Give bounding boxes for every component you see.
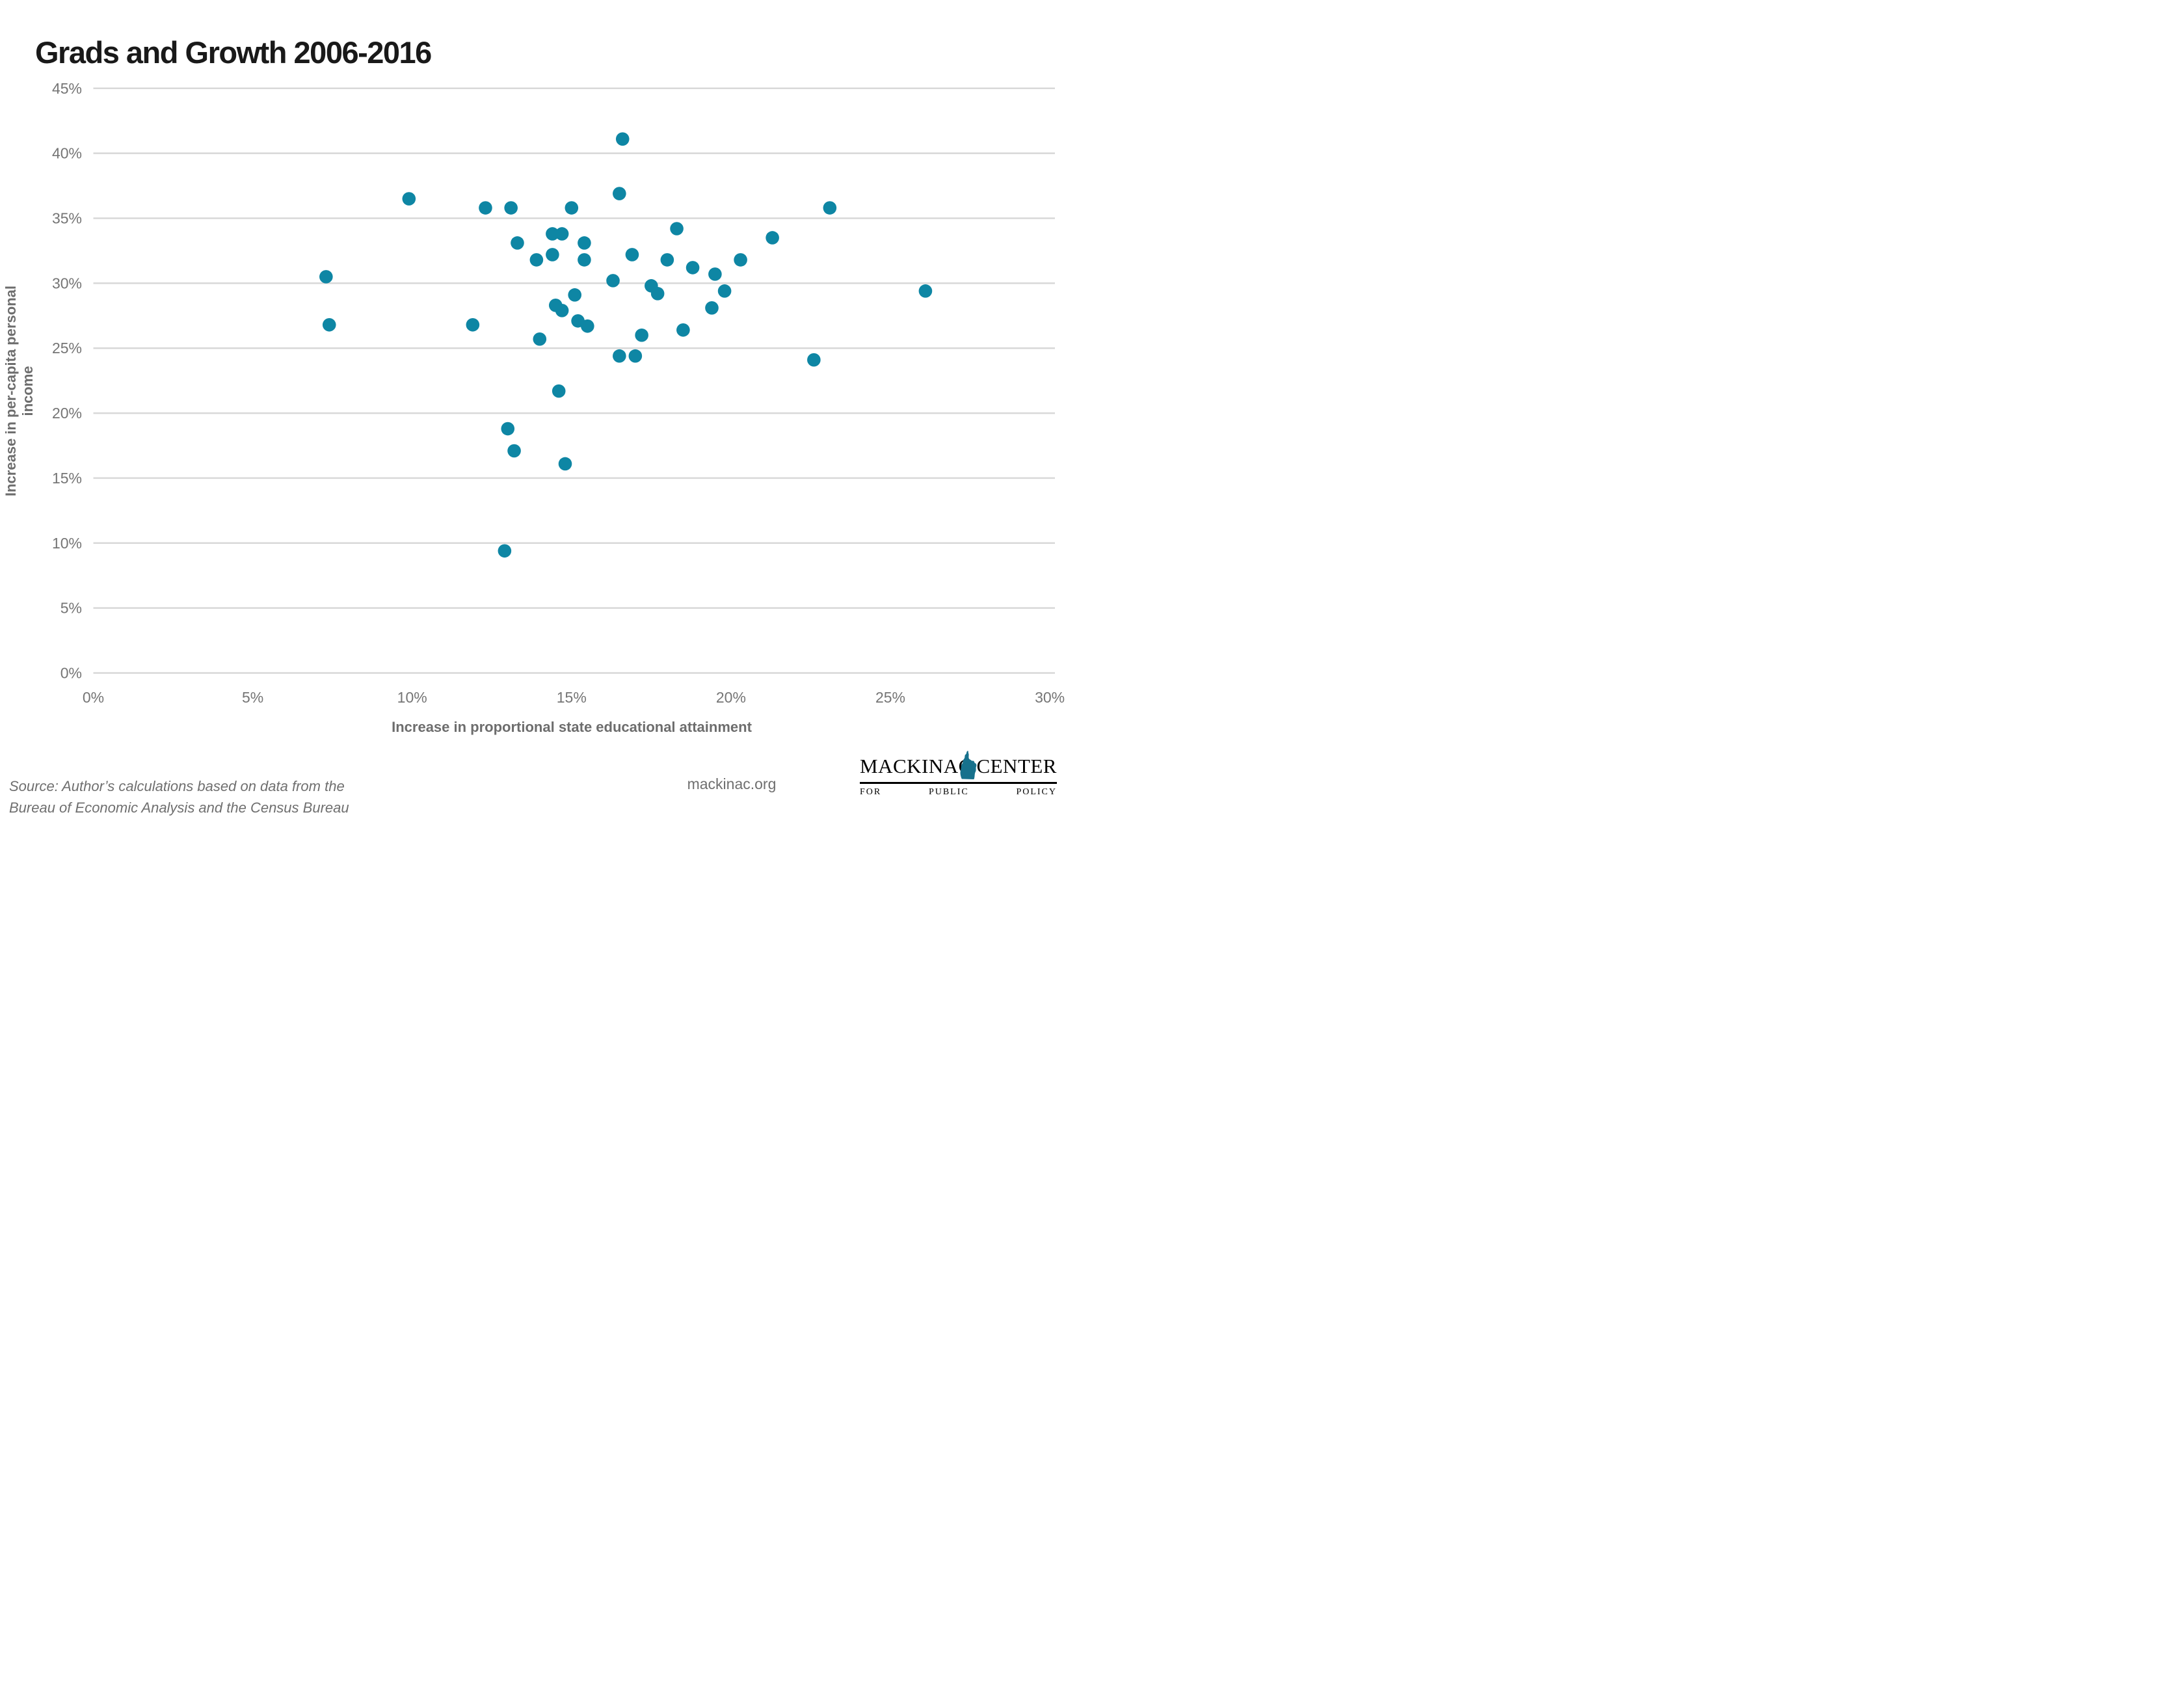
data-point bbox=[734, 253, 747, 267]
source-note: Source: Author’s calculations based on d… bbox=[9, 775, 349, 818]
y-axis-title: Increase in per-capita personal income bbox=[3, 285, 36, 497]
website-url: mackinac.org bbox=[687, 775, 777, 792]
data-point bbox=[533, 332, 547, 346]
data-point bbox=[402, 192, 416, 206]
data-point bbox=[546, 248, 559, 262]
data-point bbox=[606, 274, 620, 288]
data-point bbox=[650, 287, 665, 301]
data-point bbox=[628, 349, 643, 363]
x-tick-label: 15% bbox=[557, 689, 587, 706]
data-point bbox=[578, 236, 591, 250]
x-tick-label: 20% bbox=[716, 689, 746, 706]
data-point bbox=[546, 227, 559, 241]
y-tick-label: 10% bbox=[52, 535, 82, 552]
y-tick-label: 5% bbox=[60, 600, 82, 617]
y-tick-label: 15% bbox=[52, 470, 82, 487]
data-point bbox=[717, 284, 732, 298]
source-line-2: Bureau of Economic Analysis and the Cens… bbox=[9, 800, 349, 816]
y-tick-label: 20% bbox=[52, 405, 82, 422]
y-tick-label: 30% bbox=[52, 275, 82, 291]
data-point bbox=[686, 261, 700, 275]
data-point bbox=[615, 132, 630, 146]
data-point bbox=[625, 248, 639, 262]
data-point bbox=[613, 349, 626, 363]
x-tick-label: 0% bbox=[83, 689, 104, 706]
gridlines bbox=[93, 87, 1055, 674]
mackinac-center-logo: MACKINAC CENTER FOR PUBLIC POLICY bbox=[860, 751, 1057, 798]
data-point bbox=[581, 319, 594, 333]
data-point bbox=[322, 317, 336, 332]
data-point bbox=[558, 457, 572, 471]
data-point bbox=[568, 288, 582, 302]
data-point bbox=[319, 270, 333, 284]
data-point bbox=[635, 328, 648, 342]
data-point bbox=[555, 304, 569, 317]
x-tick-label: 30% bbox=[1035, 689, 1065, 706]
data-point bbox=[555, 227, 569, 241]
data-point bbox=[823, 201, 837, 215]
y-tick-label: 25% bbox=[52, 340, 82, 356]
data-point bbox=[578, 253, 591, 267]
data-point bbox=[660, 253, 674, 267]
x-tick-label: 25% bbox=[875, 689, 905, 706]
data-points bbox=[319, 132, 933, 558]
data-point bbox=[708, 267, 722, 281]
y-tick-label: 35% bbox=[52, 210, 82, 227]
logo-tagline-word: FOR bbox=[860, 787, 882, 797]
logo-divider bbox=[860, 782, 1057, 784]
data-point bbox=[918, 284, 933, 298]
logo-wordmark: MACKINAC CENTER bbox=[860, 755, 1057, 781]
data-point bbox=[529, 253, 544, 267]
data-point bbox=[466, 317, 480, 332]
y-tick-label: 45% bbox=[52, 80, 82, 97]
data-point bbox=[498, 544, 512, 558]
logo-tagline-word: POLICY bbox=[1016, 787, 1057, 797]
data-point bbox=[670, 222, 684, 235]
x-axis-title: Increase in proportional state education… bbox=[392, 719, 752, 735]
michigan-mitten-icon bbox=[960, 751, 977, 779]
logo-word-left: MACKINAC bbox=[860, 755, 972, 777]
page-title: Grads and Growth 2006-2016 bbox=[35, 35, 432, 70]
data-point bbox=[705, 301, 719, 315]
logo-tagline: FOR PUBLIC POLICY bbox=[860, 787, 1057, 798]
y-tick-label: 40% bbox=[52, 145, 82, 162]
x-tick-label: 10% bbox=[397, 689, 427, 706]
y-axis-labels: 0% 5% 10% 15% 20% 25% 30% 35% 40% 45% bbox=[52, 80, 82, 682]
data-point bbox=[504, 201, 518, 215]
data-point bbox=[552, 384, 566, 398]
data-point bbox=[501, 422, 515, 436]
x-tick-label: 5% bbox=[242, 689, 263, 706]
data-point bbox=[676, 323, 690, 337]
y-tick-label: 0% bbox=[60, 665, 82, 682]
logo-tagline-word: PUBLIC bbox=[928, 787, 969, 797]
data-point bbox=[565, 201, 579, 215]
scatter-chart: 0% 5% 10% 15% 20% 25% 30% 35% 40% 45% 0% 5% 10% 15% 2… bbox=[52, 80, 1065, 706]
data-point bbox=[479, 201, 492, 215]
logo-word-right: CENTER bbox=[976, 755, 1057, 777]
data-point bbox=[511, 236, 524, 250]
data-point bbox=[613, 187, 626, 200]
data-point bbox=[507, 444, 521, 458]
data-point bbox=[807, 353, 821, 367]
data-point bbox=[766, 231, 779, 245]
source-line-1: Source: Author’s calculations based on d… bbox=[9, 778, 345, 794]
x-axis-labels: 0% 5% 10% 15% 20% 25% 30% bbox=[83, 689, 1065, 706]
